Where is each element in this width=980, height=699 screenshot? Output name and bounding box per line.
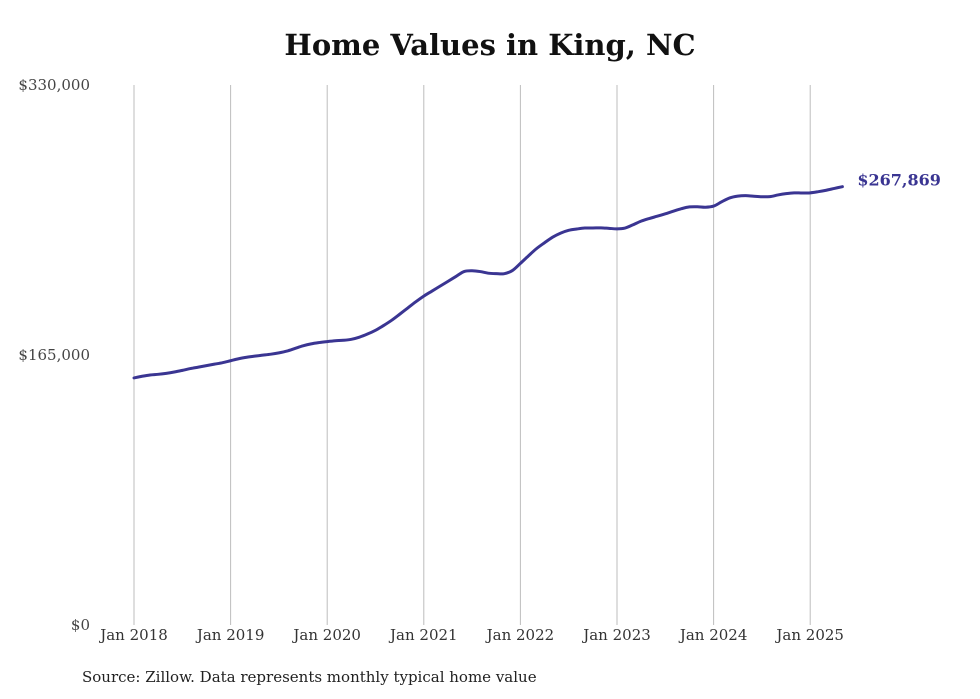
- y-tick-label: $330,000: [18, 76, 90, 94]
- grid: [133, 85, 811, 625]
- y-tick-label: $0: [71, 616, 90, 634]
- x-tick-label: Jan 2019: [195, 626, 265, 644]
- x-tick-label: Jan 2023: [581, 626, 651, 644]
- series-line: [132, 185, 844, 380]
- y-axis: $0 $165,000 $330,000: [18, 76, 90, 634]
- end-value-label: $267,869: [857, 171, 941, 190]
- x-axis: Jan 2018 Jan 2019 Jan 2020 Jan 2021 Jan 2022…: [98, 626, 844, 644]
- y-tick-label: $165,000: [18, 346, 90, 364]
- x-tick-label: Jan 2024: [678, 626, 748, 644]
- x-tick-label: Jan 2020: [291, 626, 361, 644]
- x-tick-label: Jan 2025: [774, 626, 844, 644]
- x-tick-label: Jan 2022: [485, 626, 555, 644]
- x-tick-label: Jan 2021: [388, 626, 458, 644]
- chart-title: Home Values in King, NC: [284, 28, 696, 62]
- x-tick-label: Jan 2018: [98, 626, 168, 644]
- source-note: Source: Zillow. Data represents monthly …: [82, 668, 537, 686]
